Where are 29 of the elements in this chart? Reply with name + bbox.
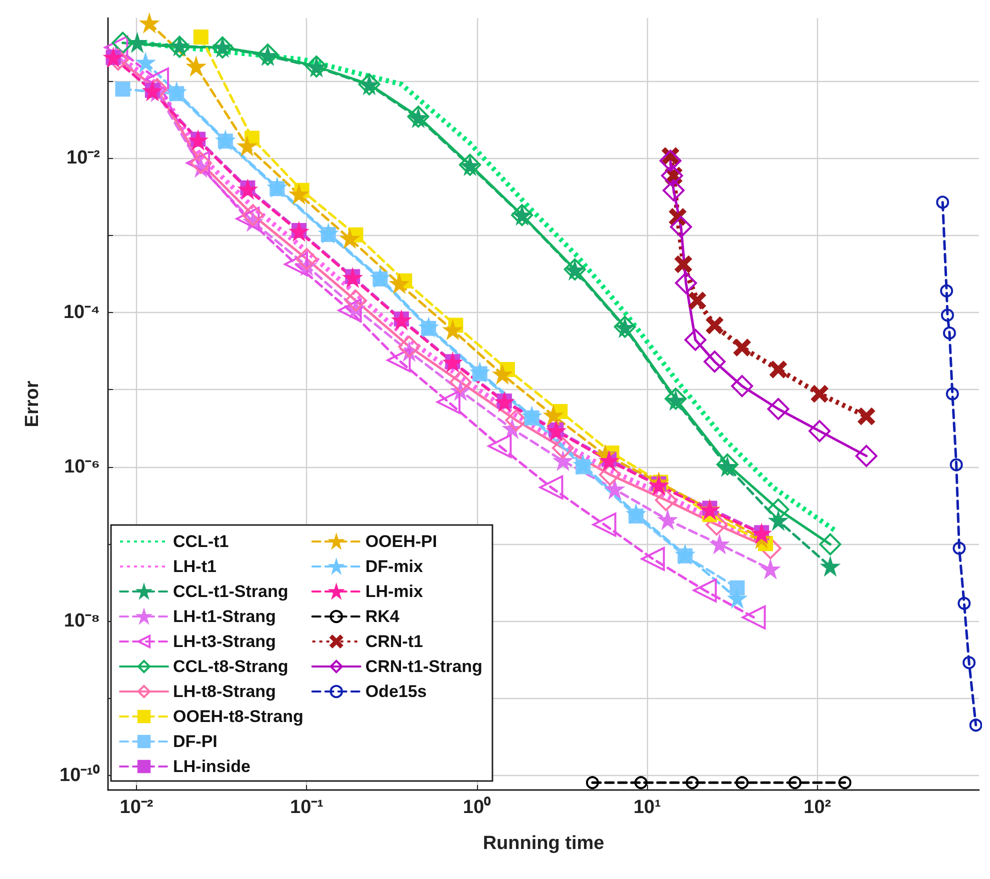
legend-label: DF-PI (173, 732, 218, 751)
legend-label: RK4 (365, 607, 400, 626)
legend-label: CRN-t1 (365, 632, 423, 651)
legend-label: DF-mix (365, 557, 424, 576)
legend-label: OOEH-t8-Strang (173, 707, 304, 726)
x-tick-label: 10¹ (633, 797, 661, 818)
y-tick-label: 10⁻⁸ (64, 610, 100, 632)
x-tick-label: 10⁻¹ (290, 797, 324, 818)
legend-label: CCL-t1 (173, 532, 229, 551)
x-axis-title: Running time (482, 833, 604, 854)
legend-label: Ode15s (365, 682, 427, 701)
x-tick-label: 10⁰ (462, 796, 492, 818)
legend-label: LH-inside (173, 757, 250, 776)
legend-label: LH-t1 (173, 557, 216, 576)
legend-label: LH-t3-Strang (173, 632, 276, 651)
y-tick-label: 10⁻² (66, 147, 100, 168)
legend-label: CRN-t1-Strang (365, 657, 482, 676)
legend-label: OOEH-PI (365, 532, 438, 551)
y-tick-label: 10⁻⁶ (64, 456, 100, 478)
y-axis-title: Error (22, 380, 43, 428)
legend-label: CCL-t1-Strang (173, 582, 288, 601)
x-tick-label: 10² (804, 797, 832, 818)
legend-label: LH-t1-Strang (173, 607, 276, 626)
legend-label: LH-mix (365, 582, 424, 601)
legend-label: CCL-t8-Strang (173, 657, 288, 676)
legend-label: LH-t8-Strang (173, 682, 276, 701)
y-tick-label: 10⁻¹⁰ (60, 764, 100, 786)
y-tick-label: 10⁻⁴ (63, 302, 100, 323)
x-tick-label: 10⁻² (120, 797, 154, 818)
